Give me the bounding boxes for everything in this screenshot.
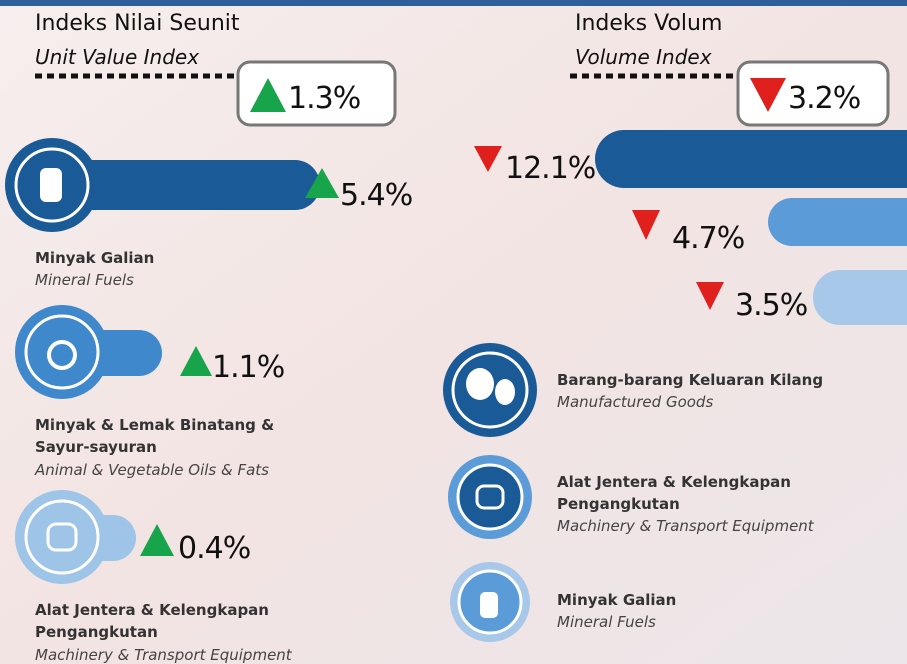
barrel-icon [480, 592, 498, 618]
coins-icon [495, 379, 515, 405]
value: 1.1% [212, 350, 284, 385]
label: Barang-barang Keluaran Kilang [557, 371, 823, 389]
value: 0.4% [178, 531, 250, 566]
left-total: 1.3% [288, 81, 360, 116]
top-strip [0, 0, 907, 6]
label: Minyak Galian [557, 591, 676, 609]
label: Pengangkutan [557, 495, 680, 513]
english-label: Manufactured Goods [557, 393, 713, 411]
barrel-icon [40, 168, 62, 202]
english-label: Mineral Fuels [557, 613, 656, 631]
english-label: Machinery & Transport Equipment [35, 646, 293, 664]
bar [768, 198, 907, 246]
label: Minyak Galian [35, 249, 154, 267]
label: Minyak & Lemak Binatang & [35, 416, 274, 434]
english-label: Animal & Vegetable Oils & Fats [34, 461, 269, 479]
bar [813, 270, 907, 325]
english-label: Mineral Fuels [35, 271, 134, 289]
left-subtitle: Unit Value Index [35, 45, 199, 69]
label: Pengangkutan [35, 623, 158, 641]
page: {"left": {"title": "Indeks Nilai Seunit"… [0, 0, 907, 664]
english-label: Machinery & Transport Equipment [557, 517, 815, 535]
value: 4.7% [672, 221, 744, 256]
value: 5.4% [340, 178, 412, 213]
label: Alat Jentera & Kelengkapan [557, 473, 791, 491]
icon-circle [15, 490, 109, 584]
coins-icon [466, 368, 494, 400]
label: Sayur-sayuran [35, 438, 157, 456]
value: 12.1% [505, 151, 595, 186]
right-title: Indeks Volum [575, 11, 722, 36]
infographic: Indeks Nilai Seunit Unit Value Index 1.3… [0, 0, 907, 664]
bar [595, 130, 907, 188]
value: 3.5% [735, 288, 807, 323]
label: Alat Jentera & Kelengkapan [35, 601, 269, 619]
right-subtitle: Volume Index [575, 45, 712, 69]
left-title: Indeks Nilai Seunit [35, 11, 240, 36]
icon-ring [458, 465, 522, 529]
right-total: 3.2% [788, 81, 860, 116]
icon-circle [15, 305, 109, 399]
